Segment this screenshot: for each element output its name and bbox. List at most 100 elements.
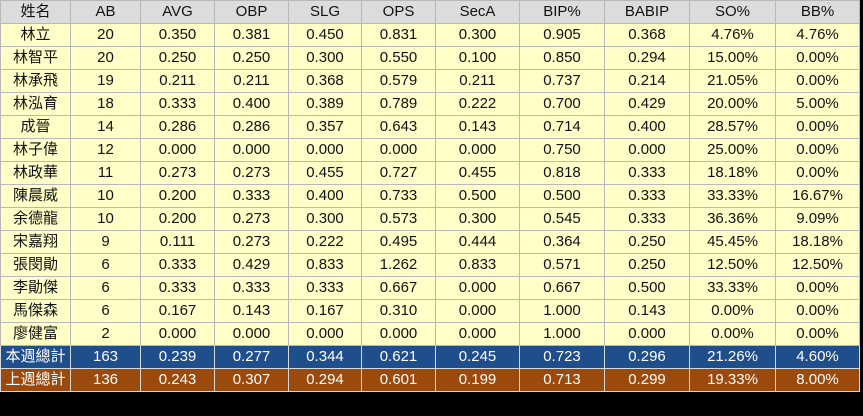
so-pct-cell: 45.45% bbox=[689, 230, 776, 254]
babip-cell: 0.333 bbox=[604, 161, 690, 185]
avg-cell: 0.000 bbox=[140, 138, 215, 162]
ab-cell: 6 bbox=[70, 299, 141, 323]
bb-pct-cell: 0.00% bbox=[775, 299, 860, 323]
player-name-cell: 馬傑森 bbox=[0, 299, 71, 323]
bb-pct-cell: 8.00% bbox=[775, 368, 860, 392]
slg-cell: 0.450 bbox=[288, 23, 362, 47]
avg-cell: 0.200 bbox=[140, 207, 215, 231]
player-name-cell: 林智平 bbox=[0, 46, 71, 70]
header-slg: SLG bbox=[288, 0, 362, 24]
avg-cell: 0.211 bbox=[140, 69, 215, 93]
obp-cell: 0.381 bbox=[214, 23, 289, 47]
table-row: 林智平 20 0.250 0.250 0.300 0.550 0.100 0.850 0.294… bbox=[0, 46, 860, 70]
ops-cell: 0.727 bbox=[361, 161, 436, 185]
babip-cell: 0.368 bbox=[604, 23, 690, 47]
babip-cell: 0.296 bbox=[604, 345, 690, 369]
obp-cell: 0.286 bbox=[214, 115, 289, 139]
avg-cell: 0.111 bbox=[140, 230, 215, 254]
ops-cell: 0.601 bbox=[361, 368, 436, 392]
ops-cell: 0.310 bbox=[361, 299, 436, 323]
bb-pct-cell: 0.00% bbox=[775, 46, 860, 70]
ab-cell: 14 bbox=[70, 115, 141, 139]
avg-cell: 0.333 bbox=[140, 253, 215, 277]
so-pct-cell: 12.50% bbox=[689, 253, 776, 277]
seca-cell: 0.143 bbox=[435, 115, 520, 139]
bip-pct-cell: 0.571 bbox=[519, 253, 605, 277]
ops-cell: 0.733 bbox=[361, 184, 436, 208]
seca-cell: 0.833 bbox=[435, 253, 520, 277]
slg-cell: 0.300 bbox=[288, 207, 362, 231]
header-avg: AVG bbox=[140, 0, 215, 24]
babip-cell: 0.333 bbox=[604, 184, 690, 208]
bb-pct-cell: 4.60% bbox=[775, 345, 860, 369]
ab-cell: 19 bbox=[70, 69, 141, 93]
bip-pct-cell: 0.700 bbox=[519, 92, 605, 116]
slg-cell: 0.000 bbox=[288, 138, 362, 162]
so-pct-cell: 19.33% bbox=[689, 368, 776, 392]
obp-cell: 0.273 bbox=[214, 207, 289, 231]
bb-pct-cell: 0.00% bbox=[775, 322, 860, 346]
ops-cell: 0.495 bbox=[361, 230, 436, 254]
slg-cell: 0.300 bbox=[288, 46, 362, 70]
so-pct-cell: 25.00% bbox=[689, 138, 776, 162]
bb-pct-cell: 12.50% bbox=[775, 253, 860, 277]
bip-pct-cell: 0.723 bbox=[519, 345, 605, 369]
slg-cell: 0.222 bbox=[288, 230, 362, 254]
header-bip-pct: BIP% bbox=[519, 0, 605, 24]
player-name-cell: 陳晨威 bbox=[0, 184, 71, 208]
table-row: 林子偉 12 0.000 0.000 0.000 0.000 0.000 0.750 0.000… bbox=[0, 138, 860, 162]
seca-cell: 0.000 bbox=[435, 138, 520, 162]
player-name-cell: 廖健富 bbox=[0, 322, 71, 346]
player-name-cell: 林承飛 bbox=[0, 69, 71, 93]
bb-pct-cell: 0.00% bbox=[775, 115, 860, 139]
slg-cell: 0.167 bbox=[288, 299, 362, 323]
header-obp: OBP bbox=[214, 0, 289, 24]
table-row: 林政華 11 0.273 0.273 0.455 0.727 0.455 0.818 0.333… bbox=[0, 161, 860, 185]
player-name-cell: 成晉 bbox=[0, 115, 71, 139]
bb-pct-cell: 16.67% bbox=[775, 184, 860, 208]
babip-cell: 0.333 bbox=[604, 207, 690, 231]
header-name: 姓名 bbox=[0, 0, 71, 24]
ops-cell: 0.789 bbox=[361, 92, 436, 116]
table-row: 李勛傑 6 0.333 0.333 0.333 0.667 0.000 0.667 0.500 3… bbox=[0, 276, 860, 300]
avg-cell: 0.286 bbox=[140, 115, 215, 139]
so-pct-cell: 21.26% bbox=[689, 345, 776, 369]
ops-cell: 0.831 bbox=[361, 23, 436, 47]
player-name-cell: 林立 bbox=[0, 23, 71, 47]
player-name-cell: 本週總計 bbox=[0, 345, 71, 369]
avg-cell: 0.333 bbox=[140, 92, 215, 116]
batting-stats-table: 姓名 AB AVG OBP SLG OPS SecA BIP% BABIP SO… bbox=[0, 0, 860, 392]
table-row: 林泓育 18 0.333 0.400 0.389 0.789 0.222 0.700 0.429… bbox=[0, 92, 860, 116]
babip-cell: 0.429 bbox=[604, 92, 690, 116]
ab-cell: 12 bbox=[70, 138, 141, 162]
ops-cell: 0.573 bbox=[361, 207, 436, 231]
table-row: 馬傑森 6 0.167 0.143 0.167 0.310 0.000 1.000 0.143 0… bbox=[0, 299, 860, 323]
seca-cell: 0.222 bbox=[435, 92, 520, 116]
obp-cell: 0.333 bbox=[214, 276, 289, 300]
avg-cell: 0.200 bbox=[140, 184, 215, 208]
bb-pct-cell: 4.76% bbox=[775, 23, 860, 47]
so-pct-cell: 0.00% bbox=[689, 322, 776, 346]
babip-cell: 0.214 bbox=[604, 69, 690, 93]
obp-cell: 0.273 bbox=[214, 161, 289, 185]
seca-cell: 0.000 bbox=[435, 276, 520, 300]
ab-cell: 20 bbox=[70, 23, 141, 47]
obp-cell: 0.250 bbox=[214, 46, 289, 70]
ops-cell: 0.000 bbox=[361, 138, 436, 162]
slg-cell: 0.368 bbox=[288, 69, 362, 93]
ab-cell: 6 bbox=[70, 253, 141, 277]
bip-pct-cell: 1.000 bbox=[519, 299, 605, 323]
so-pct-cell: 36.36% bbox=[689, 207, 776, 231]
last-week-total-row: 上週總計 136 0.243 0.307 0.294 0.601 0.199 0.713 0.2… bbox=[0, 368, 860, 392]
ab-cell: 163 bbox=[70, 345, 141, 369]
babip-cell: 0.250 bbox=[604, 253, 690, 277]
this-week-total-row: 本週總計 163 0.239 0.277 0.344 0.621 0.245 0.723 0.2… bbox=[0, 345, 860, 369]
obp-cell: 0.307 bbox=[214, 368, 289, 392]
avg-cell: 0.333 bbox=[140, 276, 215, 300]
slg-cell: 0.294 bbox=[288, 368, 362, 392]
header-so-pct: SO% bbox=[689, 0, 776, 24]
babip-cell: 0.400 bbox=[604, 115, 690, 139]
slg-cell: 0.833 bbox=[288, 253, 362, 277]
slg-cell: 0.400 bbox=[288, 184, 362, 208]
player-name-cell: 李勛傑 bbox=[0, 276, 71, 300]
